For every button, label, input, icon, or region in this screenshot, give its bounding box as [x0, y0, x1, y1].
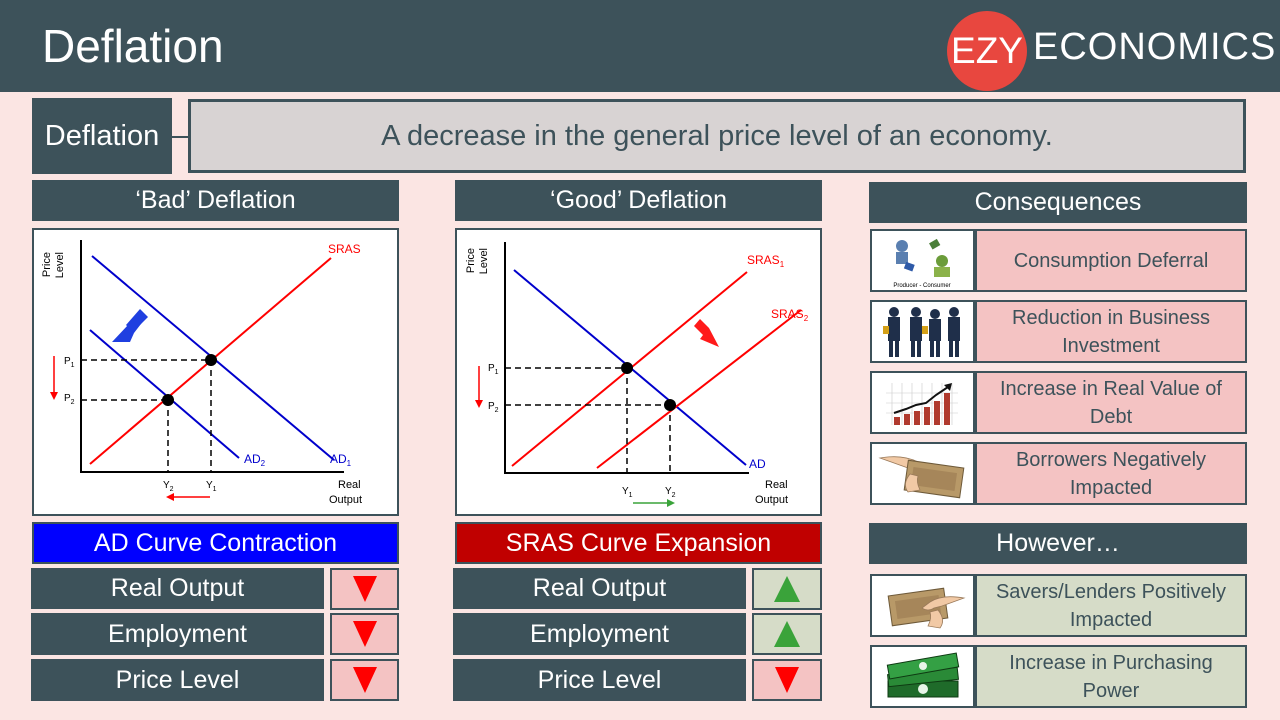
sras2-curve: [596, 309, 802, 469]
money-hand-icon: [870, 574, 975, 637]
good-deflation-chart: Price Level SRAS1 SRAS2 AD P1 P2 Y1 Y2 R…: [455, 228, 822, 516]
ad2-label: AD2: [244, 452, 266, 468]
good-banner: SRAS Curve Expansion: [455, 522, 822, 564]
bad-row-label-3: Price Level: [31, 659, 324, 701]
down-arrow-icon: [352, 667, 377, 693]
however-text-1: Savers/Lenders Positively Impacted: [975, 574, 1247, 637]
p2-label: P2: [488, 401, 499, 414]
cash-stack-icon: [870, 645, 975, 708]
up-arrow-icon: [774, 576, 800, 602]
bad-row-label-1: Real Output: [31, 568, 324, 609]
good-row-indicator-1: [752, 568, 822, 610]
logo-economics: ECONOMICS: [1033, 26, 1277, 68]
bad-row-indicator-3: [330, 659, 399, 701]
y-axis-label-line2: Level: [54, 252, 66, 278]
page-title: Deflation: [42, 20, 224, 72]
logo-ezy: EZY: [947, 11, 1027, 91]
down-arrow-icon: [352, 576, 377, 602]
consequence-text-4: Borrowers Negatively Impacted: [975, 442, 1247, 505]
ad2-curve: [89, 329, 240, 459]
producer-consumer-icon: Producer - Consumer: [870, 229, 975, 292]
good-row-indicator-2: [752, 613, 822, 655]
top-bar: [0, 0, 1280, 92]
y2-label: Y2: [163, 480, 174, 493]
p1-label: P1: [64, 356, 75, 369]
sras2-label: SRAS2: [771, 307, 809, 323]
ad-label: AD: [749, 457, 766, 471]
y1-label: Y1: [622, 486, 633, 499]
equilibrium-2: [664, 399, 676, 411]
good-row-label-1: Real Output: [453, 568, 746, 609]
up-arrow-icon: [774, 621, 800, 647]
good-row-label-2: Employment: [453, 613, 746, 655]
bad-row-indicator-2: [330, 613, 399, 655]
svg-text:Producer - Consumer: Producer - Consumer: [893, 283, 950, 289]
p2-label: P2: [64, 393, 75, 406]
definition-connector: [172, 136, 188, 138]
sras1-label: SRAS1: [747, 253, 785, 269]
consequence-text-1: Consumption Deferral: [975, 229, 1247, 292]
equilibrium-1: [621, 362, 633, 374]
sras-shift-arrow: [694, 319, 719, 347]
y-axis-label-line2: Level: [478, 248, 490, 274]
y1-label: Y1: [206, 480, 217, 493]
definition-label: Deflation: [32, 98, 172, 174]
y2-label: Y2: [665, 486, 676, 499]
down-arrow-icon: [352, 621, 377, 647]
however-title: However…: [869, 523, 1247, 564]
ad1-label: AD1: [330, 452, 352, 468]
ad-shift-arrow-body: [126, 309, 148, 332]
x-axis-label-line2: Output: [329, 494, 362, 506]
good-row-indicator-3: [752, 659, 822, 701]
x-axis-label-line2: Output: [755, 494, 788, 506]
money-hand-icon: [870, 442, 975, 505]
equilibrium-2: [162, 394, 174, 406]
x-axis-label-line1: Real: [765, 479, 788, 491]
rising-chart-icon: [870, 371, 975, 434]
bad-row-indicator-1: [330, 568, 399, 610]
bad-row-label-2: Employment: [31, 613, 324, 655]
bad-banner: AD Curve Contraction: [32, 522, 399, 564]
x-axis-label-line1: Real: [338, 479, 361, 491]
good-deflation-title: ‘Good’ Deflation: [455, 180, 822, 221]
y-axis-label-line1: Price: [465, 248, 477, 273]
business-people-icon: [870, 300, 975, 363]
however-text-2: Increase in Purchasing Power: [975, 645, 1247, 708]
consequences-title: Consequences: [869, 182, 1247, 223]
good-row-label-3: Price Level: [453, 659, 746, 701]
sras-label: SRAS: [328, 242, 361, 256]
bad-deflation-chart: Price Level SRAS AD1 AD2 P1 P2 Y2 Y1 Rea…: [32, 228, 399, 516]
definition-text: A decrease in the general price level of…: [188, 99, 1246, 173]
down-arrow-icon: [775, 667, 799, 693]
bad-deflation-title: ‘Bad’ Deflation: [32, 180, 399, 221]
y-axis-label-line1: Price: [41, 252, 53, 277]
consequence-text-3: Increase in Real Value of Debt: [975, 371, 1247, 434]
p1-label: P1: [488, 363, 499, 376]
equilibrium-1: [205, 354, 217, 366]
consequence-text-2: Reduction in Business Investment: [975, 300, 1247, 363]
